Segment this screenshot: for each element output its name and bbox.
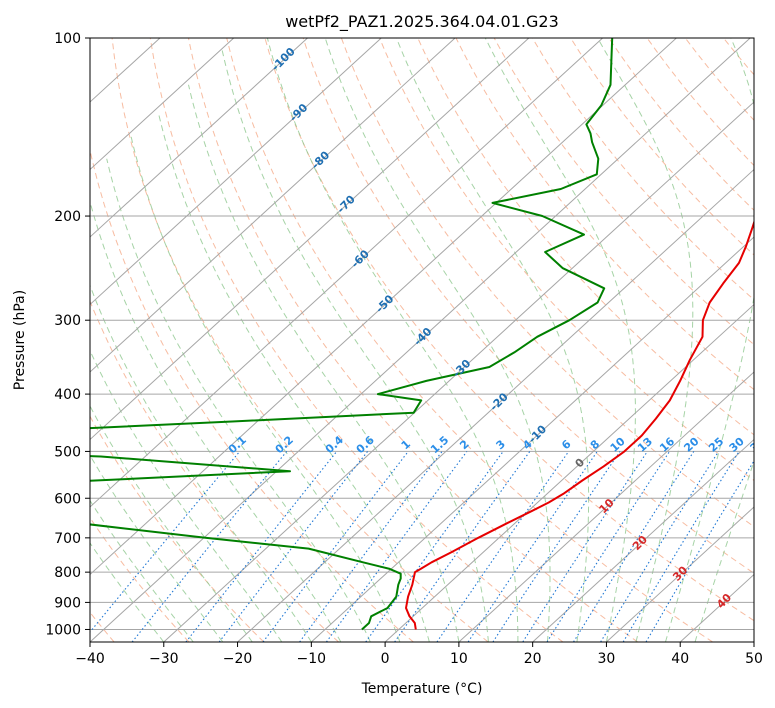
y-tick-label: 300 — [54, 313, 81, 329]
isotherm-line — [90, 38, 456, 373]
mixing-ratio-line — [436, 451, 570, 642]
x-axis: −40 −30 −20 −10 0 10 20 30 40 50 — [75, 642, 763, 667]
dry-adiabat-line — [608, 38, 754, 211]
x-tick-label: 0 — [381, 651, 390, 667]
y-tick-label: 1000 — [45, 622, 81, 638]
moist-adiabat-line — [90, 199, 342, 642]
dry-adiabat-line — [264, 38, 754, 622]
isotherms — [90, 38, 754, 642]
x-tick-label: −10 — [297, 651, 327, 667]
mixing-ratio-line — [365, 451, 504, 642]
moist-adiabat-line — [90, 349, 283, 642]
dry-adiabat-line — [90, 516, 190, 642]
mixing-ratio-line — [600, 451, 720, 642]
mixing-ratio-line — [325, 451, 468, 642]
moist-adiabat-line — [90, 542, 165, 642]
y-axis-title: Pressure (hPa) — [12, 290, 28, 390]
mixing-ratio-line — [131, 451, 288, 642]
dry-adiabat-line — [226, 38, 713, 642]
moist-adiabat-line — [90, 284, 312, 642]
dry-adiabat-line — [90, 415, 265, 642]
x-tick-label: 30 — [598, 651, 616, 667]
y-tick-label: 800 — [54, 565, 81, 581]
isotherm-line — [458, 371, 754, 642]
y-tick-label: 400 — [54, 387, 81, 403]
y-tick-label: 700 — [54, 531, 81, 547]
moist-adiabat-line — [221, 50, 489, 642]
plot-frame — [89, 37, 755, 643]
moist-adiabat-line — [665, 38, 754, 642]
isotherm-line — [90, 38, 530, 441]
mixing-ratio-line — [622, 451, 740, 642]
moist-adiabat-line — [395, 38, 590, 642]
moist-adiabat-line — [188, 84, 460, 642]
x-tick-label: 20 — [524, 651, 542, 667]
moist-adiabats — [90, 38, 754, 642]
isotherm-line — [606, 506, 754, 642]
chart-title: wetPf2_PAZ1.2025.364.04.01.G23 — [285, 12, 559, 32]
y-axis: 1000 900 800 700 600 500 400 300 200 100 — [45, 31, 90, 638]
mixing-ratio-line — [467, 451, 598, 642]
isotherm-line — [90, 38, 235, 171]
x-tick-label: −20 — [223, 651, 253, 667]
dry-adiabat-line — [379, 38, 754, 482]
moist-adiabat-line — [158, 114, 430, 642]
mixing-ratio-line — [90, 451, 241, 633]
moist-adiabat-line — [90, 499, 194, 642]
isotherm-line — [90, 38, 603, 508]
mixing-ratio-line — [546, 451, 671, 642]
mixing-ratio-line — [522, 451, 648, 642]
y-tick-label: 500 — [54, 444, 81, 460]
isotherm-line — [384, 303, 754, 642]
plot-area: -100-90-80-70-60-50-40-30-20-100 0.1 0.2 0… — [90, 38, 768, 642]
moist-adiabat-line — [266, 38, 519, 642]
x-tick-label: 50 — [745, 651, 763, 667]
dry-adiabat-line — [493, 38, 754, 346]
isotherm-line — [532, 438, 754, 642]
moist-adiabat-line — [90, 454, 224, 642]
moist-adiabat-line — [90, 404, 253, 642]
mixing-ratio-line — [492, 451, 621, 642]
moist-adiabat-line — [597, 38, 694, 642]
isotherm-line — [310, 236, 754, 642]
isotherm-line — [90, 38, 308, 238]
x-axis-title: Temperature (°C) — [361, 681, 483, 697]
x-tick-label: 40 — [671, 651, 689, 667]
moist-adiabat-line — [694, 459, 754, 642]
dry-adiabat-line — [149, 38, 564, 642]
isotherm-line — [163, 101, 754, 642]
dry-adiabat-line — [417, 38, 754, 436]
dry-adiabat-line — [302, 38, 754, 574]
mixing-ratio-line — [299, 451, 443, 642]
y-tick-label: 900 — [54, 595, 81, 611]
moist-adiabat-line — [324, 38, 551, 642]
isotherm-line — [237, 168, 754, 642]
mixing-ratio-label: 36 — [748, 435, 768, 455]
isotherm-line — [90, 38, 751, 642]
dry-adiabat-line — [188, 38, 639, 642]
x-tick-label: 10 — [450, 651, 468, 667]
y-tick-label: 200 — [54, 209, 81, 225]
y-tick-label: 600 — [54, 491, 81, 507]
mixing-ratio-lines — [90, 451, 754, 642]
x-tick-label: −30 — [149, 651, 179, 667]
y-tick-label: 100 — [54, 31, 81, 47]
dry-adiabat-line — [340, 38, 754, 528]
x-tick-label: −40 — [75, 651, 105, 667]
isotherm-line — [90, 38, 677, 576]
profiles — [90, 38, 754, 631]
mixing-ratio-line — [262, 451, 409, 642]
dry-adiabat-line — [570, 38, 754, 256]
temperature-profile-line — [405, 219, 754, 630]
dewpoint-profile-line — [90, 38, 614, 631]
isotherm-line — [90, 38, 382, 306]
moist-adiabat-line — [484, 38, 636, 642]
